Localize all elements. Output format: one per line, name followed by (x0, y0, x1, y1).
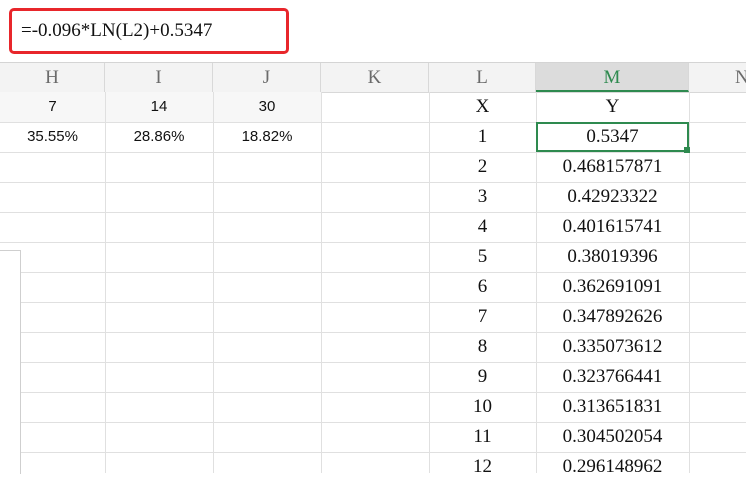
column-header-n[interactable]: N (689, 63, 746, 92)
formula-bar: =-0.096*LN(L2)+0.5347 (0, 0, 746, 63)
column-header-i[interactable]: I (105, 63, 213, 92)
cell-x[interactable]: 7 (477, 306, 488, 327)
cell-y[interactable]: 0.347892626 (562, 306, 663, 327)
cell-y[interactable]: 0.362691091 (562, 276, 663, 297)
cell-y[interactable]: 0.335073612 (562, 336, 663, 357)
cell-x[interactable]: 1 (477, 126, 488, 147)
cell-y[interactable]: 0.401615741 (562, 216, 663, 237)
column-header-m[interactable]: M (536, 63, 689, 92)
cell-x[interactable]: 6 (477, 276, 488, 297)
column-header-l[interactable]: L (429, 63, 536, 92)
column-header-j[interactable]: J (213, 63, 321, 92)
cell-y[interactable]: 0.323766441 (562, 366, 663, 387)
cell-x[interactable]: 5 (477, 246, 488, 267)
cell-j-header[interactable]: 30 (258, 98, 276, 115)
cell-x[interactable]: 3 (477, 186, 488, 207)
cell-x[interactable]: 2 (477, 156, 488, 177)
header-row-background (0, 92, 321, 122)
cell-x-header[interactable]: X (475, 96, 490, 117)
formula-input[interactable]: =-0.096*LN(L2)+0.5347 (9, 8, 289, 54)
spreadsheet-grid[interactable]: 7 14 30 35.55% 28.86% 18.82% X Y 1 0.534… (0, 92, 746, 477)
formula-text: =-0.096*LN(L2)+0.5347 (21, 20, 213, 41)
cell-x[interactable]: 9 (477, 366, 488, 387)
cell-y[interactable]: 0.313651831 (562, 396, 663, 417)
fill-handle[interactable] (684, 147, 690, 153)
cell-y[interactable]: 0.304502054 (562, 426, 663, 447)
cell-y-header[interactable]: Y (605, 96, 620, 117)
cell-x[interactable]: 10 (473, 396, 492, 417)
cell-i-header[interactable]: 14 (150, 98, 168, 115)
cell-y[interactable]: 0.38019396 (567, 246, 658, 267)
embedded-object-edge (0, 250, 21, 474)
cell-y[interactable]: 0.42923322 (567, 186, 658, 207)
cell-y[interactable]: 0.296148962 (562, 456, 663, 477)
cell-x[interactable]: 11 (473, 426, 492, 447)
cell-y[interactable]: 0.5347 (586, 126, 639, 147)
cell-x[interactable]: 12 (473, 456, 492, 477)
cell-h-value[interactable]: 35.55% (27, 128, 78, 145)
column-header-row: H I J K L M N (0, 63, 746, 93)
cell-h-header[interactable]: 7 (48, 98, 57, 115)
cell-i-value[interactable]: 28.86% (133, 128, 185, 145)
cell-x[interactable]: 8 (477, 336, 488, 357)
column-header-h[interactable]: H (0, 63, 105, 92)
cell-x[interactable]: 4 (477, 216, 488, 237)
cell-y[interactable]: 0.468157871 (562, 156, 663, 177)
active-cell-selection[interactable] (536, 122, 689, 152)
column-header-k[interactable]: K (321, 63, 429, 92)
cell-j-value[interactable]: 18.82% (241, 128, 293, 145)
